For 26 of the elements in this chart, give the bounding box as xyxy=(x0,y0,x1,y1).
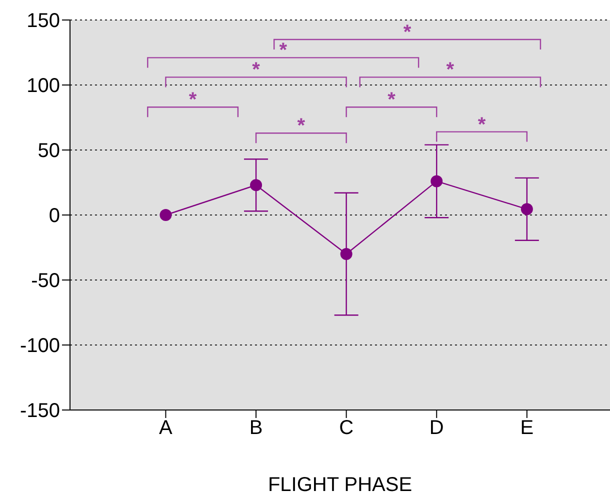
y-tick-label: 100 xyxy=(26,75,60,98)
x-tick-label: E xyxy=(520,417,534,440)
y-tick-label: 0 xyxy=(48,205,60,228)
x-tick-label: B xyxy=(249,417,263,440)
x-tick-label: C xyxy=(339,417,354,440)
annotation: * xyxy=(388,89,396,112)
y-tick-label: -50 xyxy=(31,270,60,292)
y-tick-label: 150 xyxy=(26,10,60,32)
point xyxy=(340,248,352,260)
annotation: * xyxy=(478,114,486,136)
x-axis-title: FLIGHT PHASE xyxy=(268,474,412,496)
y-tick-label: -150 xyxy=(20,400,60,422)
y-tick-label: 50 xyxy=(38,140,60,162)
y-tick-label: -100 xyxy=(20,335,60,358)
point xyxy=(160,209,172,221)
x-tick-label: D xyxy=(429,417,444,440)
annotation: * xyxy=(403,22,412,44)
annotation: * xyxy=(446,59,454,82)
point xyxy=(520,203,533,216)
annotation: * xyxy=(252,59,260,82)
annotation: * xyxy=(188,89,197,112)
annotation: * xyxy=(297,115,306,138)
point xyxy=(430,175,443,188)
x-tick-label: A xyxy=(159,417,174,440)
point xyxy=(250,179,262,192)
annotation: * xyxy=(279,40,288,62)
